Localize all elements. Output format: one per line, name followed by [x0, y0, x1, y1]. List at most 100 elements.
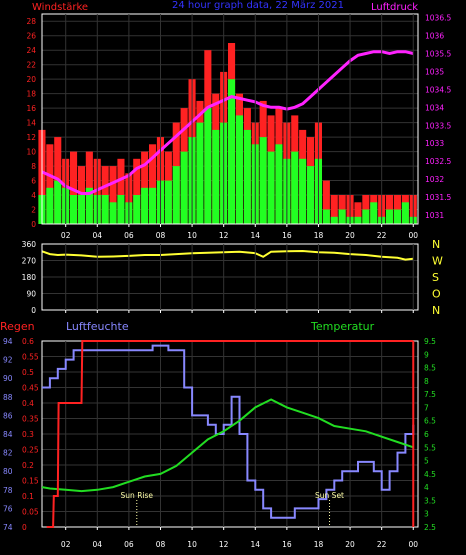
- pressure-y-tick-label: 1034.5: [425, 85, 451, 94]
- temperature-y-tick-label: 5: [424, 457, 429, 466]
- temperature-series-line: [41, 398, 414, 493]
- wind-x-tick-label: 14: [251, 231, 261, 240]
- wind-average-bar: [393, 209, 401, 224]
- wind-y-tick-label: 2: [31, 206, 36, 215]
- chart-headers: Windstärke 24 hour graph data, 22 März 2…: [0, 0, 418, 333]
- wind-y-tick-label: 28: [26, 17, 36, 26]
- rain-y-tick-label: 0.3: [22, 430, 34, 439]
- rain-y-tick-label: 0.55: [22, 353, 39, 362]
- climate-x-tick-label: 00: [408, 540, 418, 549]
- wind-average-bar: [54, 180, 62, 224]
- wind-x-tick-label: 06: [124, 231, 134, 240]
- humidity-series-line: [42, 344, 415, 519]
- wind-average-bar: [291, 151, 299, 224]
- climate-x-tick-label: 22: [377, 540, 387, 549]
- direction-y-tick-label: 0: [31, 306, 36, 315]
- temperature-y-tick-label: 7: [424, 403, 429, 412]
- wind-average-bar: [322, 209, 330, 224]
- direction-y-tick-label: 360: [22, 240, 37, 249]
- wind-x-tick-label: 00: [408, 231, 418, 240]
- wind-axis-title: Windstärke: [32, 2, 88, 13]
- wind-y-tick-label: 0: [31, 220, 36, 229]
- humidity-y-tick-label: 74: [3, 523, 13, 532]
- wind-y-tick-label: 20: [26, 75, 36, 84]
- wind-average-bar: [370, 202, 378, 224]
- pressure-y-tick-label: 1032.5: [425, 157, 451, 166]
- wind-average-bar: [180, 151, 188, 224]
- wind-x-tick-label: 22: [377, 231, 387, 240]
- humidity-y-tick-label: 92: [3, 356, 13, 365]
- temperature-y-tick-label: 2.5: [424, 523, 436, 532]
- wind-average-bar: [386, 209, 394, 224]
- pressure-y-tick-label: 1033: [425, 139, 444, 148]
- wind-y-tick-label: 8: [31, 162, 36, 171]
- wind-y-tick-label: 12: [26, 133, 36, 142]
- pressure-y-tick-label: 1033.5: [425, 121, 451, 130]
- rain-y-tick-label: 0.2: [22, 461, 34, 470]
- wind-average-bar: [101, 195, 109, 224]
- compass-label: O: [432, 288, 441, 301]
- temperature-y-tick-label: 4: [424, 483, 429, 492]
- wind-average-bar: [172, 166, 180, 224]
- wind-average-bar: [141, 187, 149, 224]
- direction-frame: [41, 243, 419, 311]
- temperature-axis-title: Temperatur: [310, 320, 375, 333]
- wind-gust-bar: [149, 144, 157, 224]
- wind-average-bar: [299, 158, 307, 224]
- rain-y-tick-label: 0: [22, 523, 27, 532]
- rain-y-tick-label: 0.45: [22, 384, 39, 393]
- wind-frame: [41, 13, 419, 225]
- wind-pressure-panel: 024681012141618202224262810311031.510321…: [26, 13, 451, 240]
- pressure-y-tick-label: 1031.5: [425, 193, 451, 202]
- wind-average-bar: [117, 195, 125, 224]
- climate-x-tick-label: 20: [345, 540, 355, 549]
- rain-y-tick-label: 0.25: [22, 446, 39, 455]
- climate-x-tick-label: 16: [282, 540, 292, 549]
- wind-y-tick-label: 6: [31, 177, 36, 186]
- humidity-y-tick-label: 88: [3, 393, 13, 402]
- wind-average-bar: [401, 202, 409, 224]
- temperature-y-tick-label: 9: [424, 350, 429, 359]
- wind-average-bar: [243, 129, 251, 224]
- climate-x-tick-label: 12: [219, 540, 229, 549]
- temperature-y-tick-label: 4.5: [424, 470, 436, 479]
- wind-y-tick-label: 18: [26, 90, 36, 99]
- temperature-y-tick-label: 7.5: [424, 390, 436, 399]
- climate-x-tick-label: 14: [251, 540, 261, 549]
- wind-average-bar: [362, 209, 370, 224]
- wind-average-bar: [164, 180, 172, 224]
- wind-average-bar: [46, 187, 54, 224]
- rain-series-line: [46, 340, 414, 528]
- temperature-y-tick-label: 5.5: [424, 443, 436, 452]
- pressure-y-tick-label: 1032: [425, 175, 444, 184]
- wind-x-tick-label: 10: [187, 231, 197, 240]
- compass-label: N: [432, 304, 440, 317]
- wind-gust-bar: [117, 158, 125, 224]
- pressure-y-tick-label: 1036: [425, 32, 444, 41]
- climate-x-tick-label: 06: [124, 540, 134, 549]
- wind-x-tick-label: 18: [314, 231, 324, 240]
- wind-average-bar: [109, 202, 117, 224]
- wind-y-tick-label: 14: [26, 119, 36, 128]
- climate-x-tick-label: 04: [93, 540, 103, 549]
- rain-y-tick-label: 0.4: [22, 399, 34, 408]
- pressure-axis-title: Luftdruck: [371, 2, 418, 13]
- pressure-y-tick-label: 1035: [425, 67, 444, 76]
- wind-average-bar: [212, 129, 220, 224]
- sun-rise-label: Sun Rise: [121, 491, 154, 500]
- wind-gust-bar: [46, 144, 54, 224]
- rain-y-tick-label: 0.35: [22, 415, 39, 424]
- wind-gust-bar: [322, 180, 330, 224]
- direction-y-tick-label: 90: [26, 290, 36, 299]
- rain-y-tick-label: 0.5: [22, 368, 34, 377]
- pressure-series-line: [41, 50, 414, 195]
- wind-average-bar: [133, 195, 141, 224]
- wind-average-bar: [275, 144, 283, 224]
- wind-direction-line: [41, 249, 414, 261]
- rain-y-tick-label: 0.1: [22, 492, 34, 501]
- pressure-y-tick-label: 1036.5: [425, 14, 451, 23]
- humidity-y-tick-label: 90: [3, 374, 13, 383]
- humidity-y-tick-label: 86: [3, 411, 13, 420]
- wind-average-bar: [77, 195, 85, 224]
